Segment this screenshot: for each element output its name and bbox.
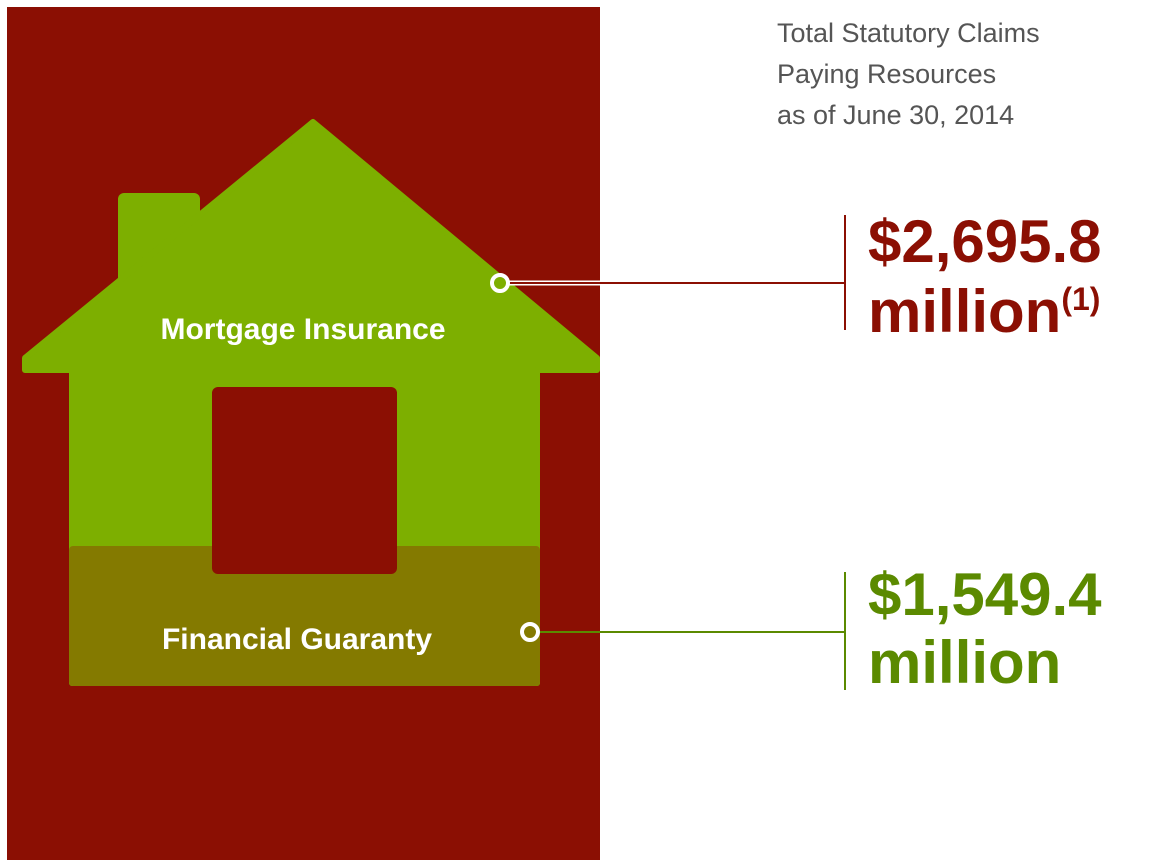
heading-line: Paying Resources xyxy=(777,59,996,89)
window xyxy=(212,387,397,574)
segment-label: Financial Guaranty xyxy=(162,623,432,656)
footnote-mark: (1) xyxy=(1061,281,1100,317)
amount-unit: million xyxy=(868,629,1061,696)
unit: million xyxy=(868,278,1061,345)
amount: $2,695.8 xyxy=(868,208,1102,275)
amount: $1,549.4 xyxy=(868,561,1102,628)
heading-line: as of June 30, 2014 xyxy=(777,100,1014,130)
amount-unit: million(1) xyxy=(868,278,1100,345)
segment-label: Mortgage Insurance xyxy=(160,313,445,346)
connector-dot xyxy=(520,622,540,642)
connector-dot xyxy=(490,273,510,293)
heading-line: Total Statutory Claims xyxy=(777,18,1040,48)
financial-guaranty-area xyxy=(69,546,540,686)
